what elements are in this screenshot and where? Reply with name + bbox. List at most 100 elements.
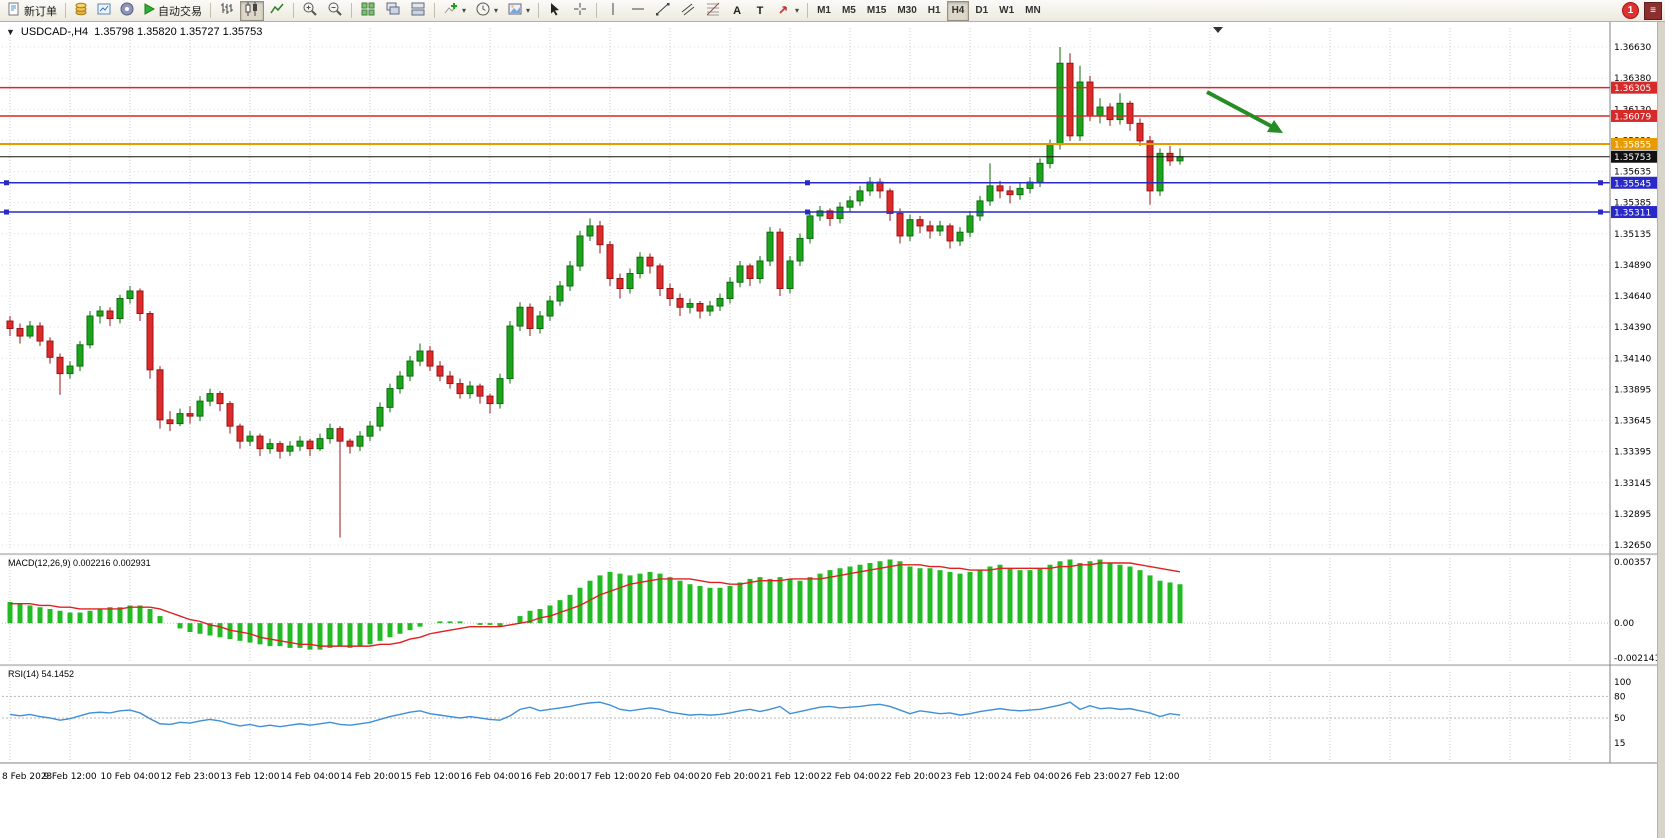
tf-h4-button[interactable]: H4 — [946, 0, 970, 21]
price-label-box — [1611, 206, 1658, 219]
date-label: 26 Feb 23:00 — [1060, 772, 1119, 782]
price-label-text: 1.35753 — [1614, 153, 1651, 163]
bearish-candle — [1066, 62, 1074, 137]
trend-arrow-head[interactable] — [1267, 120, 1283, 133]
price-label-box — [1611, 176, 1658, 189]
menu-icon[interactable]: ≡ — [1644, 1, 1662, 20]
horizontal-line-button[interactable] — [626, 1, 650, 21]
templates-icon — [507, 1, 523, 20]
bullish-candle — [906, 219, 914, 237]
line-handle[interactable] — [805, 209, 810, 215]
text-label-button[interactable]: T — [749, 1, 771, 21]
price-label-box — [1611, 81, 1658, 94]
bearish-candle — [216, 393, 224, 405]
vertical-line-button[interactable] — [601, 1, 625, 21]
price-tick-label: 1.36630 — [1614, 43, 1651, 53]
bearish-candle — [346, 440, 354, 447]
tf-d1-button[interactable]: D1 — [970, 1, 993, 21]
chart-shift-marker[interactable] — [1213, 27, 1223, 33]
bearish-candle — [826, 210, 834, 219]
tf-mn-button[interactable]: MN — [1020, 1, 1046, 21]
chevron-down-icon: ▾ — [462, 5, 467, 15]
bearish-candle — [526, 306, 534, 330]
indicators-button[interactable]: ▾ — [439, 1, 470, 21]
bullish-candle — [566, 265, 574, 287]
bearish-candle — [1126, 102, 1134, 124]
zoom-out-button[interactable] — [323, 1, 347, 21]
tf-m1-button[interactable]: M1 — [812, 1, 836, 21]
line-chart-button[interactable] — [265, 1, 289, 21]
candlestick-chart-button[interactable] — [240, 0, 264, 21]
vertical-scrollbar[interactable] — [1657, 22, 1665, 838]
chart-window-button[interactable] — [93, 1, 115, 21]
new-order-icon — [7, 2, 21, 19]
bearish-candle — [166, 419, 174, 425]
tf-w1-button[interactable]: W1 — [994, 1, 1019, 21]
fibonacci-button[interactable] — [701, 1, 725, 21]
coins-icon — [74, 2, 88, 19]
bearish-candle — [6, 320, 14, 330]
bullish-candle — [1096, 106, 1104, 117]
trend-arrow[interactable] — [1206, 90, 1272, 128]
bullish-candle — [96, 310, 104, 317]
vertical-line-icon — [605, 1, 621, 20]
date-label: 24 Feb 04:00 — [1000, 772, 1059, 782]
bearish-candle — [36, 325, 44, 342]
line-handle[interactable] — [4, 209, 9, 215]
bearish-candle — [606, 244, 614, 279]
bullish-candle — [86, 315, 94, 346]
periods-button[interactable]: ▾ — [471, 1, 502, 21]
bearish-candle — [456, 383, 464, 395]
autotrading-button[interactable]: 自动交易 — [139, 1, 206, 21]
templates-button[interactable]: ▾ — [503, 1, 534, 21]
date-label: 14 Feb 04:00 — [280, 772, 339, 782]
bullish-candle — [966, 215, 974, 233]
text-button[interactable]: A — [726, 1, 748, 21]
symbol-title: USDCAD-,H4 — [20, 26, 89, 38]
macd-scale-label: -0.002141 — [1614, 654, 1660, 664]
bearish-candle — [916, 219, 924, 227]
bullish-candle — [756, 260, 764, 279]
arrows-button[interactable]: ▾ — [772, 1, 803, 21]
notification-badge[interactable]: 1 — [1622, 2, 1639, 19]
macd-signal-line — [10, 562, 1181, 647]
tf-m5-button[interactable]: M5 — [837, 1, 861, 21]
bearish-candle — [106, 310, 114, 320]
indicators-add-icon — [443, 1, 459, 20]
autotrading-label: 自动交易 — [158, 5, 202, 18]
bullish-candle — [636, 256, 644, 274]
bullish-candle — [546, 300, 554, 317]
tile-horizontal-button[interactable] — [406, 1, 430, 21]
chevron-down-icon: ▾ — [494, 5, 499, 15]
line-handle[interactable] — [1598, 180, 1603, 186]
line-handle[interactable] — [4, 180, 9, 186]
one-click-trading-toggle[interactable]: ▼ — [6, 27, 15, 37]
line-handle[interactable] — [1598, 209, 1603, 215]
tf-h1-button[interactable]: H1 — [923, 1, 946, 21]
price-tick-label: 1.35385 — [1614, 199, 1651, 209]
date-label: 17 Feb 12:00 — [580, 772, 639, 782]
trendline-button[interactable] — [651, 1, 675, 21]
zoom-in-button[interactable] — [298, 1, 322, 21]
bar-chart-button[interactable] — [215, 1, 239, 21]
new-order-button[interactable]: 新订单 — [3, 1, 61, 21]
deposit-button[interactable] — [70, 1, 92, 21]
cursor-button[interactable] — [543, 1, 567, 21]
equidistant-channel-button[interactable] — [676, 1, 700, 21]
tile-windows-button[interactable] — [356, 1, 380, 21]
bullish-candle — [706, 305, 714, 312]
separator — [434, 3, 435, 18]
bearish-candle — [746, 265, 754, 279]
bullish-candle — [796, 237, 804, 262]
line-handle[interactable] — [805, 180, 810, 186]
chart-window-icon — [97, 2, 111, 19]
bearish-candle — [1106, 106, 1114, 121]
tf-m15-button[interactable]: M15 — [862, 1, 891, 21]
price-tick-label: 1.33645 — [1614, 417, 1651, 427]
metaquotes-button[interactable] — [116, 1, 138, 21]
crosshair-button[interactable] — [568, 1, 592, 21]
cascade-windows-button[interactable] — [381, 1, 405, 21]
bearish-candle — [896, 212, 904, 237]
tf-m30-button[interactable]: M30 — [892, 1, 921, 21]
